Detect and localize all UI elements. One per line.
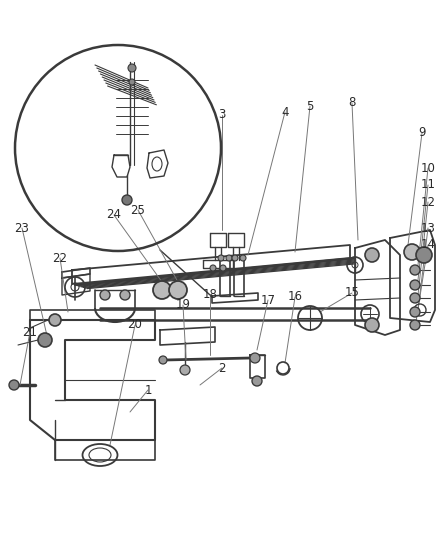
Text: 14: 14 [420,238,435,252]
Text: 21: 21 [22,326,38,338]
Text: 17: 17 [261,294,276,306]
Circle shape [128,64,136,72]
Circle shape [38,333,52,347]
Circle shape [153,281,171,299]
Text: 13: 13 [420,222,435,235]
Circle shape [169,281,187,299]
Text: 10: 10 [420,161,435,174]
Text: 15: 15 [345,287,360,300]
Circle shape [404,244,420,260]
Text: 12: 12 [420,196,435,208]
Circle shape [129,79,135,85]
Circle shape [240,255,246,261]
Circle shape [410,320,420,330]
Text: 23: 23 [14,222,29,235]
Circle shape [416,247,432,263]
Circle shape [49,314,61,326]
Circle shape [252,376,262,386]
Circle shape [410,280,420,290]
Text: 19: 19 [176,298,191,311]
Text: 25: 25 [131,204,145,216]
Circle shape [365,318,379,332]
Text: 4: 4 [281,106,289,118]
Circle shape [9,380,19,390]
Circle shape [120,290,130,300]
Circle shape [220,265,226,271]
Circle shape [210,265,216,271]
Circle shape [250,353,260,363]
Text: 5: 5 [306,100,314,112]
Text: 16: 16 [287,290,303,303]
Text: 1: 1 [144,384,152,397]
Circle shape [410,265,420,275]
Circle shape [410,307,420,317]
Circle shape [232,255,238,261]
Text: 18: 18 [202,288,217,302]
Text: 3: 3 [218,109,226,122]
Text: 11: 11 [420,179,435,191]
Circle shape [100,290,110,300]
Text: 22: 22 [53,252,67,264]
Circle shape [159,356,167,364]
Circle shape [122,195,132,205]
Circle shape [365,248,379,262]
Text: 9: 9 [418,126,426,140]
Circle shape [218,255,224,261]
Text: 2: 2 [218,361,226,375]
Circle shape [226,255,232,261]
Text: 20: 20 [127,319,142,332]
Circle shape [410,293,420,303]
Text: 8: 8 [348,96,356,109]
Circle shape [180,365,190,375]
Text: 24: 24 [106,208,121,222]
